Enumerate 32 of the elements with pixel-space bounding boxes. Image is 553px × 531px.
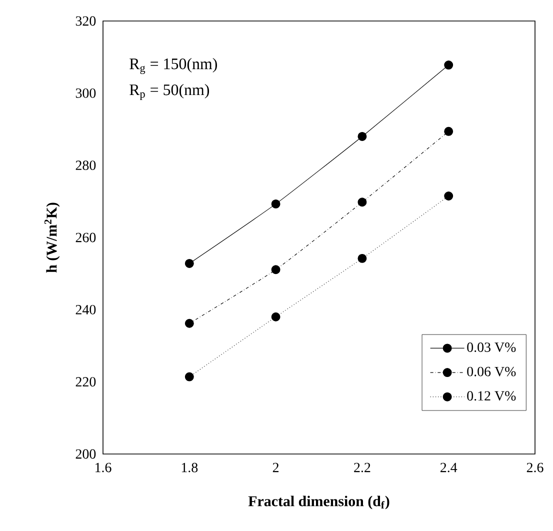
y-tick-label: 240: [76, 304, 96, 314]
y-tick-label: 220: [76, 377, 96, 387]
legend-label: 0.06 V%: [467, 366, 516, 376]
y-tick-label: 200: [76, 449, 96, 459]
x-axis-title: Fractal dimension (d$_{f}$): [248, 496, 390, 510]
point: [271, 265, 280, 274]
point: [358, 254, 367, 263]
legend-label: 0.03 V%: [467, 342, 516, 352]
point: [184, 372, 194, 382]
point: [184, 318, 194, 328]
point: [358, 198, 367, 207]
point: [444, 126, 454, 136]
point: [271, 312, 280, 322]
annotation: R$_{p}$ = 50(nm): [130, 84, 210, 100]
x-tick-label: 1.6: [96, 462, 112, 472]
annotation: R$_{g}$ = 150(nm): [130, 58, 217, 74]
point: [271, 199, 280, 208]
x-tick-label: 2: [272, 462, 279, 472]
point: [184, 258, 194, 268]
x-tick-label: 1.8: [182, 462, 198, 472]
x-tick-label: 2.6: [526, 462, 544, 472]
point: [358, 132, 367, 141]
y-tick-label: 300: [76, 88, 96, 98]
x-tick-label: 2.4: [440, 462, 458, 472]
x-tick-label: 2.2: [354, 462, 370, 472]
y-tick-label: 260: [76, 232, 96, 242]
point: [444, 192, 454, 200]
y-axis-title: h (W/m$^{2}$K): [44, 202, 60, 273]
legend-label: 0.12 V%: [467, 391, 516, 401]
y-tick-label: 280: [76, 160, 96, 170]
point: [444, 60, 454, 70]
y-tick-label: 320: [76, 16, 96, 26]
